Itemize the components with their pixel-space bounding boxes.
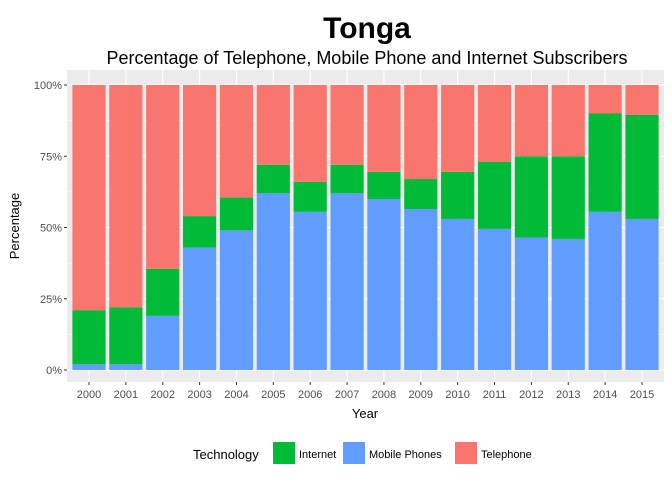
x-axis-title: Year (352, 406, 379, 421)
chart-subtitle: Percentage of Telephone, Mobile Phone an… (106, 48, 627, 68)
bar-internet-2014 (588, 113, 622, 212)
x-tick-label: 2007 (335, 389, 359, 401)
bar-telephone-2015 (625, 85, 659, 115)
x-tick-label: 2003 (187, 389, 211, 401)
bar-internet-2010 (441, 171, 475, 219)
y-tick-label: 50% (40, 223, 62, 235)
bar-mobile-phones-2015 (625, 218, 659, 370)
bar-internet-2013 (551, 156, 585, 239)
bar-mobile-phones-2010 (441, 218, 475, 370)
legend-swatch-mobile-phones (343, 442, 365, 464)
bar-mobile-phones-2003 (183, 247, 217, 370)
legend-swatch-telephone (455, 442, 477, 464)
x-tick-label: 2012 (519, 389, 543, 401)
y-tick-label: 0% (46, 365, 62, 377)
bar-internet-2001 (109, 307, 143, 365)
bar-mobile-phones-2013 (551, 238, 585, 370)
bar-internet-2000 (72, 310, 106, 365)
bar-mobile-phones-2008 (367, 199, 401, 370)
x-tick-label: 2010 (445, 389, 469, 401)
chart-title: Tonga (323, 12, 411, 45)
bar-internet-2009 (404, 179, 438, 209)
bar-internet-2011 (477, 161, 512, 229)
bar-telephone-2011 (477, 85, 512, 162)
x-tick-label: 2006 (298, 389, 322, 401)
bar-telephone-2009 (404, 85, 438, 180)
bar-telephone-2005 (256, 85, 290, 165)
bar-mobile-phones-2001 (109, 364, 143, 370)
bar-telephone-2003 (183, 85, 217, 217)
x-tick-label: 2009 (409, 389, 433, 401)
legend-label-internet: Internet (299, 449, 336, 461)
bar-telephone-2013 (551, 85, 585, 157)
bars (72, 85, 659, 370)
bar-mobile-phones-2011 (477, 228, 512, 370)
bar-mobile-phones-2009 (404, 208, 438, 370)
bar-telephone-2002 (146, 85, 180, 269)
y-tick-label: 25% (40, 294, 62, 306)
x-tick-label: 2002 (150, 389, 174, 401)
bar-telephone-2000 (72, 85, 106, 311)
bar-telephone-2010 (441, 85, 475, 172)
x-tick-label: 2004 (224, 389, 248, 401)
y-axis-ticks: 0% 25% 50% 75% 100% (34, 80, 67, 377)
bar-internet-2007 (330, 164, 364, 194)
bar-mobile-phones-2004 (219, 230, 254, 370)
bar-internet-2008 (367, 171, 401, 199)
bar-mobile-phones-2014 (588, 211, 622, 370)
x-tick-label: 2005 (261, 389, 285, 401)
bar-internet-2012 (514, 156, 548, 238)
bar-mobile-phones-2007 (330, 193, 364, 370)
y-tick-label: 75% (40, 151, 62, 163)
bar-internet-2002 (146, 268, 180, 316)
bar-telephone-2004 (219, 85, 254, 198)
bar-telephone-2014 (588, 85, 622, 114)
x-tick-label: 2001 (114, 389, 138, 401)
bar-internet-2015 (625, 114, 659, 219)
x-tick-label: 2011 (483, 389, 507, 401)
bar-mobile-phones-2006 (293, 211, 327, 370)
x-tick-label: 2008 (372, 389, 396, 401)
bar-telephone-2006 (293, 85, 327, 182)
bar-internet-2003 (183, 216, 217, 248)
legend-label-telephone: Telephone (481, 449, 532, 461)
bar-internet-2006 (293, 181, 327, 212)
bar-telephone-2008 (367, 85, 401, 172)
x-tick-label: 2015 (630, 389, 654, 401)
bar-mobile-phones-2012 (514, 237, 548, 370)
legend-label-mobile-phones: Mobile Phones (369, 449, 442, 461)
bar-mobile-phones-2005 (256, 193, 290, 370)
legend-swatch-internet (273, 442, 295, 464)
bar-telephone-2007 (330, 85, 364, 165)
bar-internet-2004 (219, 197, 254, 231)
y-tick-label: 100% (34, 80, 62, 92)
bar-telephone-2001 (109, 85, 143, 308)
bar-mobile-phones-2000 (72, 364, 106, 370)
bar-mobile-phones-2002 (146, 315, 180, 370)
x-tick-label: 2014 (593, 389, 617, 401)
legend-title: Technology (193, 447, 259, 462)
bar-telephone-2012 (514, 85, 548, 157)
legend: Technology Internet Mobile Phones Teleph… (193, 442, 532, 464)
y-axis-title: Percentage (7, 193, 22, 260)
x-tick-label: 2013 (556, 389, 580, 401)
bar-internet-2005 (256, 164, 290, 194)
x-axis-ticks: 2000 2001 2002 2003 2004 2005 2006 2007 2008 2009… (77, 382, 654, 401)
x-tick-label: 2000 (77, 389, 101, 401)
